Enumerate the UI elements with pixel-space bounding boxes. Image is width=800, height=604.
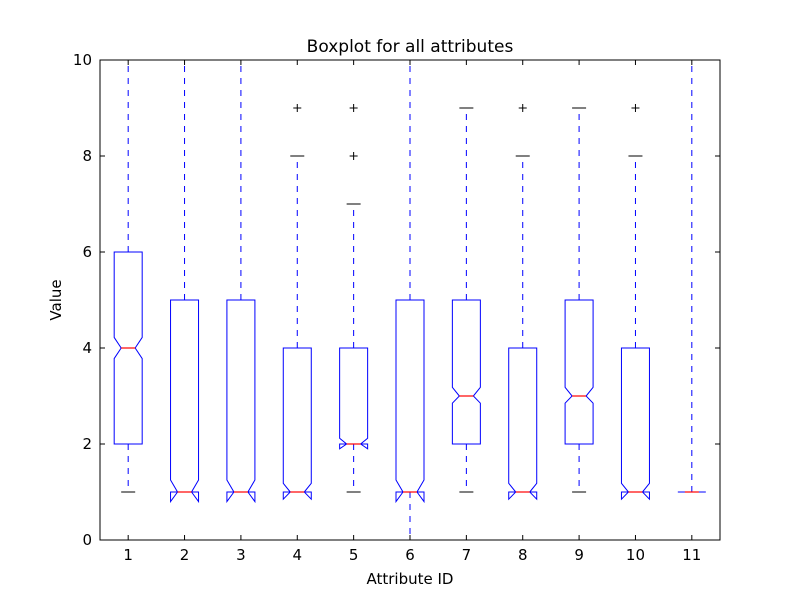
x-tick-label: 10 [626, 546, 645, 564]
x-axis-label: Attribute ID [367, 570, 454, 588]
box-body [226, 299, 256, 504]
box-body [620, 347, 650, 501]
box-group-7 [451, 107, 481, 493]
x-tick-label: 7 [462, 546, 472, 564]
x-tick-label: 6 [405, 546, 415, 564]
box-group-9 [564, 107, 594, 493]
x-tick-label: 1 [123, 546, 133, 564]
x-tick-label: 8 [518, 546, 528, 564]
y-axis-label: Value [47, 279, 65, 320]
box-body [451, 299, 481, 445]
plot-marks [113, 59, 706, 541]
outlier-point [631, 104, 640, 112]
box-group-2 [170, 59, 200, 504]
y-tick-label: 4 [82, 339, 92, 357]
outlier-point [293, 104, 302, 112]
box-group-10 [620, 104, 650, 501]
box-body [170, 299, 200, 504]
box-body [113, 251, 143, 445]
x-tick-label: 4 [292, 546, 302, 564]
x-tick-label: 3 [236, 546, 246, 564]
box-body [282, 347, 312, 501]
box-body [395, 299, 425, 504]
outlier-point [349, 104, 358, 112]
box-group-5 [339, 104, 369, 493]
x-tick-label: 2 [180, 546, 190, 564]
x-tick-label: 11 [682, 546, 701, 564]
y-tick-label: 8 [82, 147, 92, 165]
box-body [508, 347, 538, 501]
y-tick-label: 0 [82, 531, 92, 549]
box-group-8 [508, 104, 538, 501]
box-group-11 [677, 59, 706, 493]
box-body [564, 299, 594, 445]
box-group-1 [113, 59, 143, 493]
box-group-6 [395, 59, 425, 541]
x-tick-label: 9 [574, 546, 584, 564]
chart-title: Boxplot for all attributes [307, 37, 514, 57]
y-tick-label: 2 [82, 435, 92, 453]
box-body [339, 347, 369, 450]
axis-ticks: 1 2 3 4 5 6 7 8 9 10 11 0 2 4 6 8 10 [73, 51, 720, 564]
y-tick-label: 6 [82, 243, 92, 261]
x-tick-label: 5 [349, 546, 359, 564]
y-tick-label: 10 [73, 51, 92, 69]
outlier-point [518, 104, 527, 112]
outlier-point [349, 152, 358, 160]
box-group-4 [282, 104, 312, 501]
box-group-3 [226, 59, 256, 504]
